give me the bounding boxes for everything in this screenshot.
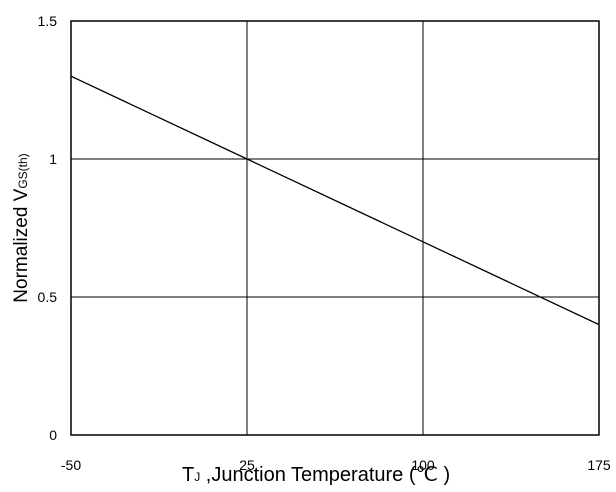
y-axis-label-sub: GS(th) — [16, 153, 30, 188]
y-axis-label: Normalized VGS(th) — [11, 153, 32, 302]
x-axis-label-sub: J — [194, 470, 200, 484]
x-axis-label-rest: ,Junction Temperature (℃ ) — [200, 464, 450, 486]
y-tick-label: 1.5 — [38, 13, 58, 29]
x-tick-labels: -50 25 100 175 — [61, 457, 611, 473]
y-tick-label: 0 — [49, 427, 57, 443]
x-axis-label: TJ ,Junction Temperature (℃ ) — [182, 464, 450, 486]
y-tick-label: 1 — [49, 151, 57, 167]
grid-lines — [71, 21, 599, 435]
x-tick-label: -50 — [61, 457, 81, 473]
plot-frame — [70, 20, 600, 436]
x-axis-label-main: T — [182, 464, 194, 486]
y-tick-label: 0.5 — [38, 289, 58, 305]
x-tick-label: 100 — [411, 457, 435, 473]
x-tick-label: 25 — [239, 457, 255, 473]
series-line — [70, 75, 600, 326]
x-tick-label: 175 — [587, 457, 611, 473]
y-tick-labels: 0 0.5 1 1.5 — [38, 13, 58, 443]
y-axis-label-main: Normalized V — [11, 188, 32, 302]
series-layer — [70, 75, 600, 326]
